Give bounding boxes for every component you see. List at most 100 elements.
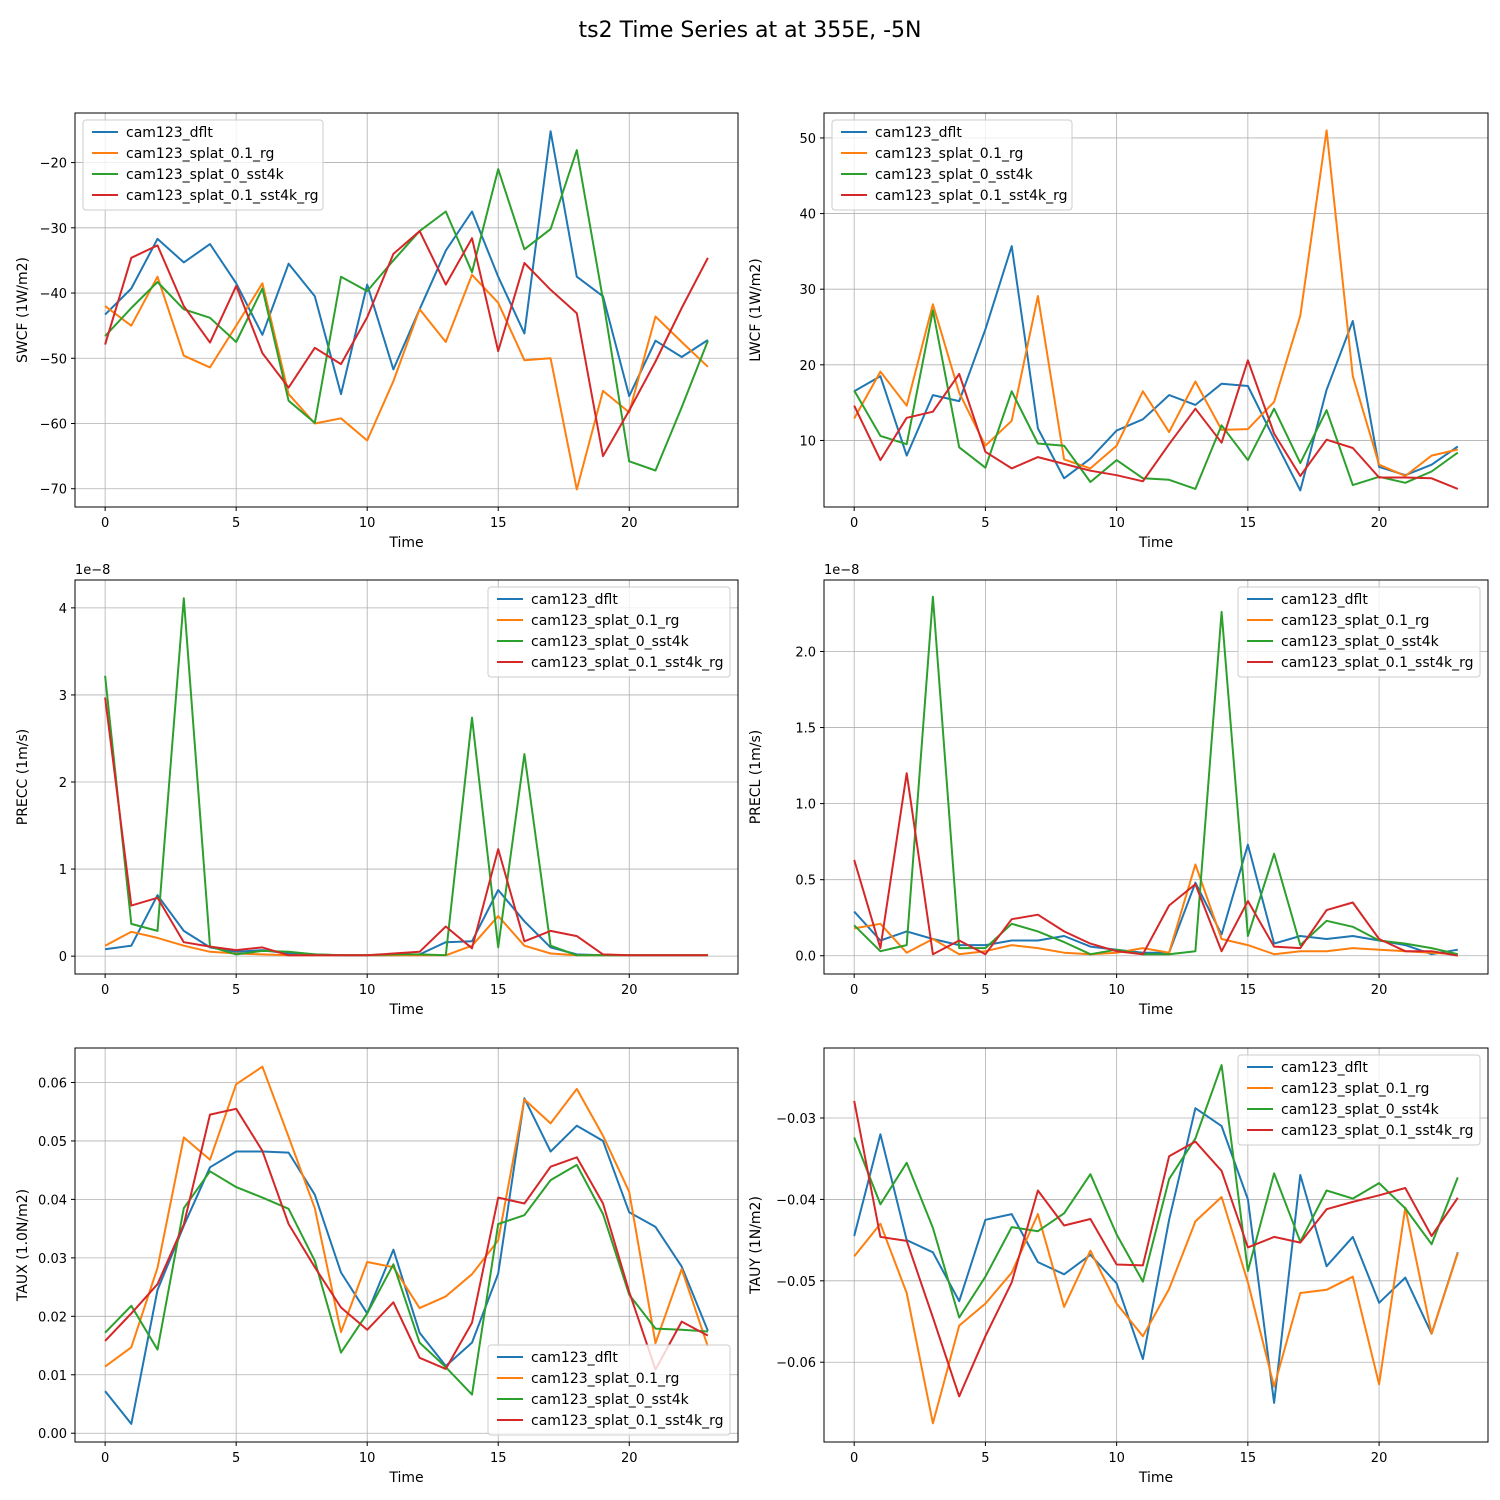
panel-1-legend: cam123_dflt cam123_splat_0.1_rg cam123_spl… xyxy=(82,119,324,211)
panel-5-xtick-label: 5 xyxy=(232,1451,240,1466)
panel-6-axes-frame xyxy=(823,1047,1489,1443)
panel-1-series-line-1 xyxy=(104,130,709,398)
panel-3-ytick-label: 4 xyxy=(59,602,67,617)
panel-4-legend-label-4: cam123_splat_0.1_sst4k_rg xyxy=(1281,655,1474,671)
panel-2-series-line-1 xyxy=(853,245,1459,492)
panel-6-legend-box xyxy=(1237,1054,1481,1146)
panel-1-series-line-4 xyxy=(104,230,709,458)
panel-1-legend-label-3: cam123_splat_0_sst4k xyxy=(126,167,285,183)
panel-4-legend-label-1: cam123_dflt xyxy=(1281,592,1368,608)
panel-6-xtick-label: 10 xyxy=(1108,1451,1125,1466)
panel-5-xtick-label: 15 xyxy=(490,1451,507,1466)
panel-3-offset-label: 1e−8 xyxy=(75,563,110,578)
panel-6-ytick-label: −0.04 xyxy=(776,1193,816,1208)
panel-6-series-line-2 xyxy=(853,1196,1459,1425)
panel-4-ytick-label: 1.0 xyxy=(795,798,816,813)
panel-5-legend-label-4: cam123_splat_0.1_sst4k_rg xyxy=(531,1413,724,1429)
panel-6-legend-label-3: cam123_splat_0_sst4k xyxy=(1281,1102,1440,1118)
panel-1-xtick-label: 15 xyxy=(490,516,507,531)
panel-2-legend-label-1: cam123_dflt xyxy=(875,125,962,141)
panel-2-ytick-label: 30 xyxy=(799,283,816,298)
panel-4-series-line-4 xyxy=(853,772,1458,957)
panel-5-ytick-label: 0.05 xyxy=(38,1135,67,1150)
panel-1-ytick-label: −40 xyxy=(40,287,67,302)
panel-6-xaxis-label: Time xyxy=(1138,1470,1173,1486)
panel-4-xtick-label: 0 xyxy=(850,983,858,998)
panel-4-xtick-label: 5 xyxy=(981,983,989,998)
panel-6-series-line-4 xyxy=(853,1100,1459,1398)
panel-5-ytick-label: 0.03 xyxy=(38,1252,67,1267)
panel-3-xtick-label: 0 xyxy=(101,983,109,998)
panel-5-legend-box xyxy=(487,1344,731,1436)
panel-5-xtick-label: 10 xyxy=(359,1451,376,1466)
panel-1-legend-label-1: cam123_dflt xyxy=(126,125,213,141)
panel-4-ytick-label: 0.5 xyxy=(795,874,816,889)
panel-5-legend-label-2: cam123_splat_0.1_rg xyxy=(531,1371,679,1387)
panel-5-series-line-4 xyxy=(104,1107,709,1371)
panel-3-ytick-label: 3 xyxy=(59,689,67,704)
panel-5-ytick-label: 0.04 xyxy=(38,1193,67,1208)
panel-3-yaxis-label: PRECC (1m/s) xyxy=(15,729,31,826)
panel-4-axes-frame xyxy=(823,579,1489,975)
panel-6-legend: cam123_dflt cam123_splat_0.1_rg cam123_spl… xyxy=(1237,1054,1481,1146)
panel-1-xaxis-label: Time xyxy=(388,535,423,551)
panel-3-ytick-label: 1 xyxy=(59,863,67,878)
panel-2-ytick-label: 10 xyxy=(799,434,816,449)
panel-4-legend-label-2: cam123_splat_0.1_rg xyxy=(1281,613,1429,629)
panel-6-xtick-label: 0 xyxy=(850,1451,858,1466)
panel-3-xtick-label: 5 xyxy=(232,983,240,998)
panel-6-series-line-3 xyxy=(853,1064,1459,1319)
panel-3-xtick-label: 20 xyxy=(621,983,638,998)
panel-1-axes-frame xyxy=(74,112,739,508)
panel-6-ytick-label: −0.05 xyxy=(776,1275,816,1290)
panel-5-xaxis-label: Time xyxy=(388,1470,423,1486)
panel-5-legend: cam123_dflt cam123_splat_0.1_rg cam123_spl… xyxy=(487,1344,731,1436)
panel-4: 0 5 10 15 20 0.0 0.5 1.0 1.5 2.0 1e−8 Time PRECL (1m… xyxy=(748,563,1489,1018)
panel-6-xtick-label: 15 xyxy=(1240,1451,1257,1466)
panel-4-series-line-1 xyxy=(853,843,1458,956)
panel-1-xtick-label: 10 xyxy=(359,516,376,531)
panel-3-legend-label-3: cam123_splat_0_sst4k xyxy=(531,634,690,650)
panel-1-series-line-2 xyxy=(104,273,709,491)
panel-3-legend-label-4: cam123_splat_0.1_sst4k_rg xyxy=(531,655,724,671)
panel-5-ytick-label: 0.00 xyxy=(38,1427,67,1442)
panel-2-ytick-label: 40 xyxy=(799,208,816,223)
panel-2-legend-box xyxy=(831,119,1073,211)
panel-4-legend: cam123_dflt cam123_splat_0.1_rg cam123_spl… xyxy=(1237,586,1481,678)
panel-2-xtick-label: 20 xyxy=(1371,516,1388,531)
panel-6-xtick-label: 20 xyxy=(1371,1451,1388,1466)
panel-2-ytick-label: 50 xyxy=(799,132,816,147)
panel-4-xtick-label: 20 xyxy=(1371,983,1388,998)
panel-3-series-line-4 xyxy=(104,697,708,957)
panel-4-ytick-label: 1.5 xyxy=(795,722,816,737)
panel-1-ytick-label: −30 xyxy=(40,222,67,237)
panel-2-ytick-label: 20 xyxy=(799,359,816,374)
panel-4-xtick-label: 10 xyxy=(1108,983,1125,998)
panel-5-series-line-3 xyxy=(104,1163,708,1396)
panel-2-series-line-2 xyxy=(853,129,1459,477)
panel-3-xaxis-label: Time xyxy=(388,1002,423,1018)
panel-3-legend-label-2: cam123_splat_0.1_rg xyxy=(531,613,679,629)
panel-4-ytick-label: 0.0 xyxy=(795,950,816,965)
panel-2-series-line-3 xyxy=(853,309,1459,490)
panel-4-xaxis-label: Time xyxy=(1138,1002,1173,1018)
panel-2-legend: cam123_dflt cam123_splat_0.1_rg cam123_spl… xyxy=(831,119,1073,211)
panel-5-legend-label-3: cam123_splat_0_sst4k xyxy=(531,1392,690,1408)
panel-4-series-line-2 xyxy=(854,863,1458,956)
figure-title: ts2 Time Series at at 355E, -5N xyxy=(578,18,921,43)
panel-4-legend-box xyxy=(1237,586,1481,678)
panel-6-yaxis-label: TAUY (1N/m2) xyxy=(748,1196,764,1295)
panel-4-xtick-label: 15 xyxy=(1240,983,1257,998)
panel-2-legend-label-4: cam123_splat_0.1_sst4k_rg xyxy=(875,188,1068,204)
panel-1-ytick-label: −20 xyxy=(40,157,67,172)
panel-2-series-line-4 xyxy=(853,359,1459,490)
panel-2-xtick-label: 15 xyxy=(1240,516,1257,531)
panel-2-xtick-label: 0 xyxy=(850,516,858,531)
panel-3-legend: cam123_dflt cam123_splat_0.1_rg cam123_spl… xyxy=(487,586,731,678)
panel-4-series-line-3 xyxy=(853,595,1459,956)
panel-3-axes-frame xyxy=(74,579,739,975)
panel-5-axes-frame xyxy=(74,1047,739,1443)
panel-2-legend-label-2: cam123_splat_0.1_rg xyxy=(875,146,1023,162)
